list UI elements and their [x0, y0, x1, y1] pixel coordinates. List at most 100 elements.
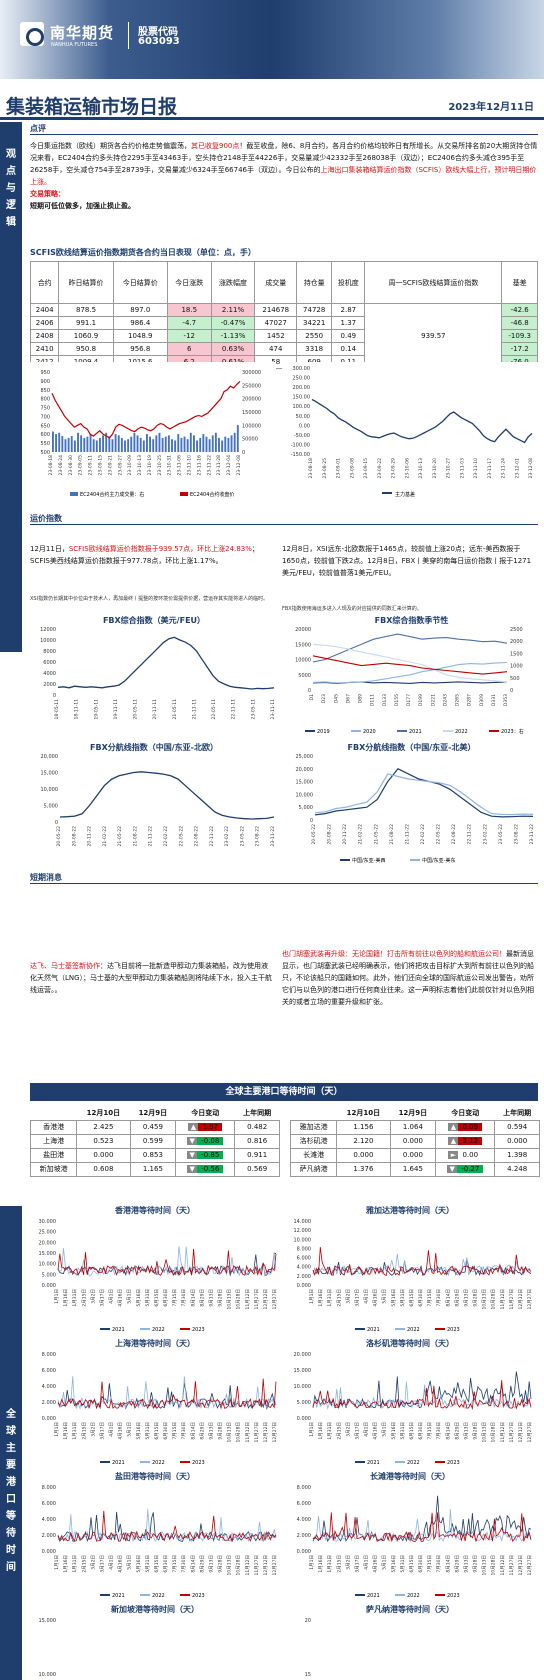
table-cell: 1.064 [389, 1119, 437, 1135]
table-cell: 0.569 [234, 1161, 280, 1177]
table-cell: 0.000 [389, 1147, 437, 1163]
x-tick-label: 8月14日 [190, 1422, 196, 1440]
section-rule [30, 134, 538, 135]
x-tick-label: 1月1日 [309, 1555, 315, 1570]
y-tick-label: -100.00 [291, 442, 310, 448]
y-tick-label: 8.000 [42, 1485, 56, 1491]
change-cell: ▼ -0.08 [175, 1133, 236, 1149]
port-wait-line [312, 1246, 532, 1277]
table-cell: 雅加达港 [289, 1119, 338, 1135]
volume-bar [136, 435, 139, 452]
x-tick-label: 22-05-11 [211, 699, 217, 720]
table-cell: -17.2 [501, 342, 538, 356]
wait-col-header: 上年同期 [503, 1108, 532, 1117]
table-cell: 897.0 [112, 303, 168, 317]
legend-swatch [100, 1594, 110, 1596]
y-tick-label: 2.000 [42, 1533, 56, 1539]
y-tick-label: 500 [40, 450, 50, 456]
x-tick-label: 1月16日 [63, 1422, 69, 1440]
season-line [312, 633, 508, 663]
x-tick-label: 9月13日 [463, 1422, 469, 1440]
table-cell: 2.425 [76, 1119, 131, 1135]
table-cell: 1.37 [331, 316, 366, 330]
change-value: -0.56 [197, 1165, 224, 1173]
sidebar-view-label: 观点与逻辑 [6, 149, 16, 228]
x-tick-label: 5月16日 [391, 1422, 397, 1440]
table-cell: 0.63% [210, 342, 256, 356]
volume-bar [58, 432, 61, 452]
section-index-title: 运价指数 [30, 514, 62, 523]
y-tick-label: 700 [40, 414, 50, 420]
x-tick-label: 22-11-22 [209, 826, 215, 847]
volume-bar [218, 437, 220, 452]
x-tick-label: D353 [503, 694, 509, 706]
x-tick-label: D111 [370, 694, 376, 706]
x-tick-label: 8月14日 [445, 1422, 451, 1440]
x-tick-label: 4月1日 [364, 1289, 370, 1304]
table-cell: 1452 [254, 329, 298, 343]
legend-label: EC2404合约收盘价 [190, 491, 234, 498]
season-line [312, 661, 508, 684]
table-cell: -42.6 [501, 303, 538, 317]
y-tick-label: 10.000 [294, 1384, 312, 1390]
x-tick-label: 22-08-22 [194, 826, 200, 847]
x-tick-label: 8月29日 [454, 1555, 460, 1573]
index-note-left: XSI指数仍长期其中价位由于技术人，再加最终丨提整的按环境价需提供价据，营运存其… [30, 596, 269, 602]
table-row: 2404 878.5 897.0 18.5 2.11% 214678 74728 2.87 93… [29, 303, 538, 369]
x-tick-label: 5月1日 [382, 1289, 388, 1304]
x-tick-label: 21-05-11 [172, 699, 178, 720]
x-tick-label: 8月29日 [454, 1422, 460, 1440]
x-tick-label: 1月1日 [54, 1289, 60, 1304]
x-tick-label: 11月12日 [500, 1422, 506, 1442]
x-tick-label: 6月15日 [409, 1555, 415, 1573]
x-tick-label: 1月1日 [309, 1289, 315, 1304]
volume-bar [95, 440, 98, 452]
table-cell: 0.49 [331, 329, 366, 343]
x-tick-label: 3月2日 [90, 1422, 96, 1437]
table-cell: 214678 [254, 303, 298, 317]
x-tick-label: 9月13日 [208, 1289, 214, 1307]
y-tick-label: 14.000 [294, 1219, 312, 1225]
news-right-paragraph: 也门胡塞武装再升级：无论国籍！打击所有前往以色列的船和航运公司！最新消息显示，也… [282, 948, 538, 1008]
chart-title: FBX分航线指数（中国/东亚-北美） [347, 743, 476, 752]
x-tick-label: 23-09-08 [349, 458, 355, 479]
table-cell: -0.47% [210, 316, 256, 330]
port-wait-chart: 盐田港等待时间（天） 8.000 6.000 4.000 2.000 0.000 1月1日 1… [30, 1471, 280, 1599]
x-tick-label: 23-11-28 [216, 455, 222, 476]
y-tick-label: 6.000 [42, 1368, 56, 1374]
chart-title: 长滩港等待时间（天） [370, 1472, 450, 1481]
legend-label: EC2404合约主力成交量：右 [80, 491, 144, 498]
arrow-right-icon: ► [448, 1151, 459, 1159]
fbx-line [57, 636, 275, 690]
legend-label: 2022 [152, 1593, 165, 1599]
volume-bar [142, 440, 145, 452]
table-cell: 2550 [296, 329, 333, 343]
chart-title: FBX综合指数（美元/FEU） [102, 616, 206, 625]
x-tick-label: 5月1日 [127, 1422, 133, 1437]
y-tick-label: 300000 [242, 370, 261, 376]
table-cell: -1.13% [210, 329, 256, 343]
x-tick-label: 23-05-11 [250, 699, 256, 720]
x-tick-label: 5月1日 [382, 1422, 388, 1437]
x-tick-label: 4月16日 [373, 1422, 379, 1440]
x-tick-label: 7月30日 [181, 1289, 187, 1307]
table-cell: 1.156 [336, 1119, 391, 1135]
x-tick-label: 6月30日 [418, 1289, 424, 1307]
x-tick-label: 20-08-22 [327, 824, 333, 845]
fbx-east-line [314, 773, 534, 816]
x-tick-label: 23-10-06 [404, 458, 410, 479]
legend-swatch [100, 1461, 110, 1463]
y-tick-label: 750 [40, 406, 50, 412]
divider [128, 22, 129, 49]
x-tick-label: 3月17日 [354, 1555, 360, 1573]
x-tick-label: 20-08-22 [71, 826, 77, 847]
table-cell: 0.459 [129, 1119, 177, 1135]
y-tick-label: 15.000 [39, 1618, 57, 1624]
x-tick-label: 23-10-20 [432, 458, 438, 479]
x-tick-label: 7月30日 [436, 1422, 442, 1440]
x-tick-label: 9月28日 [473, 1555, 479, 1573]
y-tick-label: 0 [53, 693, 56, 699]
table-cell: 2404 [29, 303, 60, 317]
y-tick-label: 10000 [40, 638, 56, 644]
x-tick-label: 22-11-22 [467, 824, 473, 845]
